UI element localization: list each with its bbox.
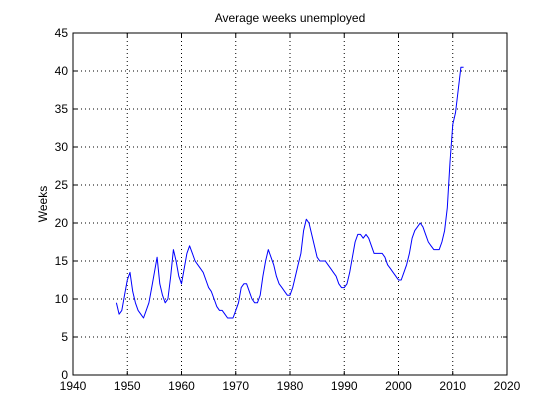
y-axis-label: Weeks (36, 186, 50, 222)
x-tick-label: 1990 (331, 379, 358, 393)
plot-area (73, 33, 507, 375)
y-tick-label: 25 (55, 178, 69, 192)
grid-lines (73, 33, 507, 375)
axis-ticks: 1940 1950 1960 1970 1980 1990 2000 2010 2020 0 5 10… (55, 26, 521, 393)
y-tick-label: 40 (55, 64, 69, 78)
x-tick-label: 1960 (168, 379, 195, 393)
y-tick-label: 15 (55, 254, 69, 268)
y-tick-label: 30 (55, 140, 69, 154)
x-tick-label: 2010 (439, 379, 466, 393)
y-tick-label: 45 (55, 26, 69, 40)
x-tick-label: 1970 (222, 379, 249, 393)
y-tick-label: 20 (55, 216, 69, 230)
chart-title: Average weeks unemployed (215, 11, 366, 25)
y-tick-label: 35 (55, 102, 69, 116)
x-tick-label: 2000 (385, 379, 412, 393)
x-tick-label: 1980 (277, 379, 304, 393)
x-tick-label: 1950 (114, 379, 141, 393)
y-tick-label: 0 (61, 368, 68, 382)
series-layer (115, 66, 464, 319)
x-tick-label: 2020 (494, 379, 521, 393)
y-tick-label: 5 (61, 330, 68, 344)
data-series-line (115, 66, 464, 319)
y-tick-label: 10 (55, 292, 69, 306)
x-tick-label: 1940 (60, 379, 87, 393)
